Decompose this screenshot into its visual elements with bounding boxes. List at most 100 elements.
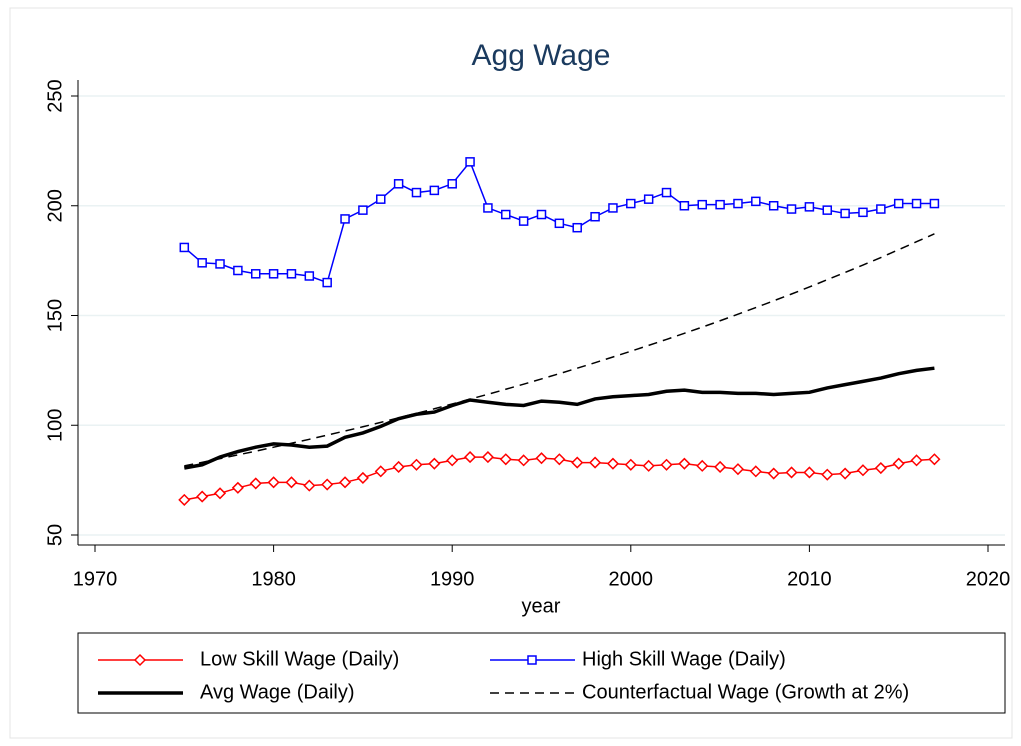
marker	[527, 655, 537, 665]
marker	[286, 269, 297, 279]
marker	[304, 271, 315, 281]
y-tick-label: 150	[44, 299, 66, 332]
series-line	[184, 233, 935, 467]
marker	[733, 198, 743, 209]
marker	[483, 203, 493, 213]
marker	[535, 452, 548, 465]
marker	[590, 211, 600, 222]
marker	[643, 194, 654, 204]
y-tick-label: 100	[44, 409, 66, 442]
marker	[874, 461, 887, 475]
marker	[661, 187, 672, 198]
marker	[178, 493, 191, 506]
marker	[731, 463, 745, 476]
x-tick-label: 2010	[787, 568, 832, 590]
marker	[892, 457, 905, 470]
legend-label: Counterfactual Wage (Growth at 2%)	[582, 681, 909, 703]
marker	[215, 259, 225, 269]
x-tick-label: 2020	[966, 568, 1011, 590]
marker	[679, 201, 690, 211]
marker	[714, 460, 727, 474]
marker	[910, 454, 923, 467]
y-tick-label: 250	[44, 79, 66, 112]
marker	[429, 185, 440, 196]
marker	[606, 457, 620, 470]
marker	[233, 265, 243, 276]
marker	[321, 478, 334, 491]
marker	[876, 204, 886, 214]
legend-box	[77, 632, 1006, 714]
marker	[376, 194, 386, 204]
marker	[786, 204, 797, 214]
legend-label: High Skill Wage (Daily)	[582, 648, 786, 670]
marker	[465, 157, 475, 167]
marker	[410, 458, 423, 471]
marker	[767, 467, 780, 480]
marker	[804, 202, 815, 212]
marker	[250, 269, 261, 279]
marker	[839, 467, 852, 480]
marker	[626, 198, 636, 209]
marker	[231, 481, 244, 494]
marker	[785, 466, 798, 479]
marker	[749, 465, 762, 478]
marker	[822, 205, 833, 215]
marker	[392, 460, 405, 474]
marker	[285, 476, 298, 489]
marker	[501, 209, 511, 220]
marker	[911, 198, 922, 209]
marker	[642, 459, 655, 472]
marker	[393, 179, 404, 189]
series-line	[183, 366, 935, 470]
x-tick-label: 1990	[430, 568, 475, 590]
marker	[517, 454, 530, 467]
marker	[929, 198, 940, 209]
marker	[428, 457, 441, 470]
marker	[447, 179, 457, 189]
marker	[608, 203, 618, 213]
marker	[858, 207, 868, 218]
marker	[481, 451, 494, 464]
marker	[518, 216, 529, 226]
marker	[536, 209, 547, 220]
marker	[553, 453, 566, 466]
x-tick-label: 1970	[73, 568, 118, 590]
marker	[267, 476, 280, 489]
marker	[499, 453, 512, 466]
grid	[78, 95, 1005, 536]
marker	[249, 477, 262, 490]
marker	[196, 490, 209, 503]
x-axis-label: year	[522, 595, 561, 617]
x-tick-label: 2000	[609, 568, 654, 590]
legend: Low Skill Wage (Daily) High Skill Wage (D…	[98, 648, 909, 703]
marker	[821, 468, 834, 481]
marker	[678, 457, 691, 470]
plot	[178, 157, 941, 506]
marker	[322, 277, 332, 288]
marker	[589, 456, 602, 469]
marker	[893, 198, 904, 209]
marker	[768, 201, 779, 211]
chart-title: Agg Wage	[472, 39, 611, 72]
marker	[840, 208, 850, 219]
marker	[554, 218, 565, 229]
marker	[133, 653, 147, 667]
marker	[715, 199, 725, 210]
marker	[303, 479, 316, 492]
marker	[928, 453, 941, 466]
marker	[340, 214, 350, 224]
legend-label: Low Skill Wage (Daily)	[200, 648, 399, 670]
marker	[660, 458, 673, 471]
marker	[374, 465, 387, 478]
marker	[358, 205, 368, 215]
x-tick-label: 1980	[251, 568, 296, 590]
marker	[463, 451, 477, 464]
marker	[803, 466, 816, 479]
marker	[696, 459, 709, 472]
marker	[856, 464, 870, 477]
marker	[624, 458, 637, 471]
y-tick-label: 50	[44, 524, 66, 546]
y-tick-label: 200	[44, 189, 66, 222]
marker	[751, 196, 761, 207]
